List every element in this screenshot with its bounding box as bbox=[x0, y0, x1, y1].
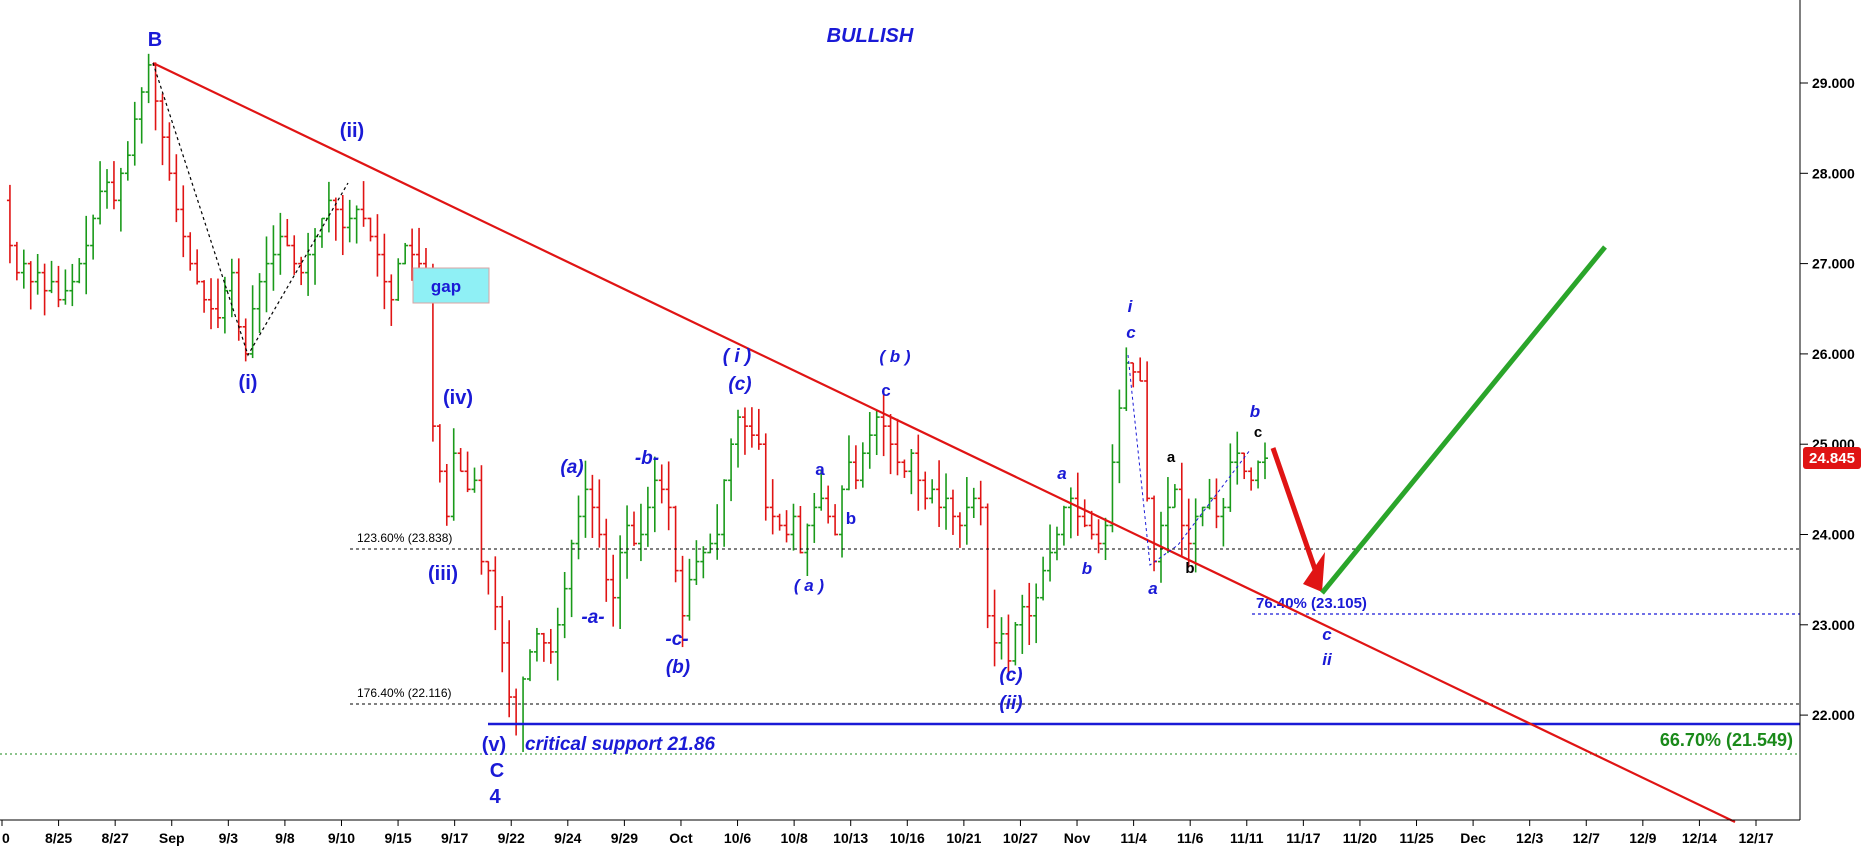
x-tick-label: 9/22 bbox=[498, 830, 525, 846]
wave-label-i-paren2: ( i ) bbox=[723, 346, 752, 367]
x-tick-label: 11/6 bbox=[1177, 830, 1204, 846]
wave-guide-blue-dotted bbox=[1127, 354, 1251, 566]
x-tick-label: 10/8 bbox=[781, 830, 808, 846]
wave-label-c-paren2: (c) bbox=[728, 374, 751, 395]
wave-label-B: B bbox=[148, 29, 162, 51]
wave-label-4: 4 bbox=[489, 786, 501, 808]
x-tick-label: 10/27 bbox=[1003, 830, 1038, 846]
wave-label-b-small: b bbox=[846, 509, 856, 528]
y-tick-label: 24.000 bbox=[1812, 527, 1855, 543]
x-tick-label: 12/7 bbox=[1573, 830, 1600, 846]
y-tick-label: 26.000 bbox=[1812, 346, 1855, 362]
y-tick-label: 29.000 bbox=[1812, 75, 1855, 91]
wave-label-ii: (ii) bbox=[340, 120, 364, 142]
wave-label-b-paren: (b) bbox=[666, 657, 690, 678]
wave-label-a-small: a bbox=[815, 460, 825, 479]
x-tick-label: Nov bbox=[1064, 830, 1091, 846]
wave-guide-dotted bbox=[152, 62, 349, 357]
wave-label-iv: (iv) bbox=[443, 387, 473, 409]
wave-label-b-small3: b bbox=[1250, 402, 1260, 421]
last-price-badge bbox=[1803, 447, 1861, 469]
wave-label-c-paren3: (c) bbox=[999, 665, 1022, 686]
wave-label-a-paren-spaced: ( a ) bbox=[794, 576, 825, 595]
wave-label-b-paren-spaced: ( b ) bbox=[879, 347, 910, 366]
x-tick-label: 11/4 bbox=[1120, 830, 1147, 846]
fib-123-label: 123.60% (23.838) bbox=[357, 531, 452, 545]
chart-title: BULLISH bbox=[827, 25, 914, 47]
wave-label-b-black: b bbox=[1185, 560, 1194, 577]
wave-label-a-small2: a bbox=[1057, 464, 1066, 483]
x-tick-label: 11/17 bbox=[1286, 830, 1320, 846]
y-tick-label: 27.000 bbox=[1812, 256, 1855, 272]
wave-label-a-dash: -a- bbox=[581, 607, 604, 628]
wave-label-v: (v) bbox=[482, 734, 506, 756]
wave-label-a-paren: (a) bbox=[560, 457, 583, 478]
green-projection-line bbox=[1320, 245, 1607, 595]
wave-label-c-dash: -c- bbox=[665, 629, 688, 650]
wave-label-c-small2: c bbox=[1126, 323, 1136, 342]
wave-label-b-small2: b bbox=[1082, 559, 1092, 578]
x-tick-label: Dec bbox=[1460, 830, 1486, 846]
red-projection-arrow bbox=[1270, 447, 1321, 579]
wave-label-b-dash: -b- bbox=[635, 448, 659, 469]
gap-label: gap bbox=[431, 277, 461, 296]
wave-label-iii: (iii) bbox=[428, 563, 458, 585]
wave-label-C: C bbox=[490, 760, 504, 782]
x-tick-label: 9/29 bbox=[611, 830, 638, 846]
fib-176-label: 176.40% (22.116) bbox=[357, 686, 452, 700]
wave-label-ii-small: ii bbox=[1322, 650, 1333, 669]
x-tick-label: Oct bbox=[669, 830, 693, 846]
x-tick-label: 11/25 bbox=[1399, 830, 1433, 846]
wave-label-c-black: c bbox=[1254, 424, 1262, 441]
x-tick-label: 9/17 bbox=[441, 830, 468, 846]
x-tick-label: 10/16 bbox=[890, 830, 925, 846]
wave-label-i: (i) bbox=[239, 372, 258, 394]
wave-label-ii-paren2: (ii) bbox=[999, 693, 1022, 714]
x-tick-label: 12/3 bbox=[1516, 830, 1543, 846]
x-tick-label: 11/20 bbox=[1343, 830, 1377, 846]
x-tick-label: 8/25 bbox=[45, 830, 72, 846]
x-tick-label: 9/15 bbox=[384, 830, 411, 846]
x-tick-label: 10/21 bbox=[946, 830, 981, 846]
gap-box bbox=[412, 267, 490, 304]
y-tick-label: 22.000 bbox=[1812, 707, 1855, 723]
x-tick-label: 12/9 bbox=[1629, 830, 1656, 846]
x-tick-label: 9/24 bbox=[554, 830, 581, 846]
wave-label-i-small: i bbox=[1128, 297, 1134, 316]
x-tick-label: Sep bbox=[159, 830, 185, 846]
x-tick-label: 0 bbox=[2, 830, 10, 846]
y-tick-label: 23.000 bbox=[1812, 617, 1855, 633]
x-tick-label: 11/11 bbox=[1230, 830, 1264, 846]
downtrend-line bbox=[152, 62, 1736, 823]
x-tick-label: 9/10 bbox=[328, 830, 355, 846]
x-tick-label: 10/13 bbox=[833, 830, 868, 846]
wave-label-c-small3: c bbox=[1322, 625, 1332, 644]
y-tick-label: 28.000 bbox=[1812, 165, 1855, 181]
x-tick-label: 10/6 bbox=[724, 830, 751, 846]
x-tick-label: 12/14 bbox=[1682, 830, 1717, 846]
x-tick-label: 12/17 bbox=[1738, 830, 1773, 846]
wave-label-a-black: a bbox=[1167, 449, 1176, 466]
x-tick-label: 9/8 bbox=[275, 830, 295, 846]
wave-label-a-small3: a bbox=[1148, 579, 1157, 598]
critical-support-label: critical support 21.86 bbox=[525, 734, 716, 755]
x-axis: 0 8/25 8/27 Sep 9/3 9/8 9/10 9/15 9/17 9/22 9/24 9/… bbox=[1, 820, 1774, 846]
last-price-text: 24.845 bbox=[1809, 450, 1855, 467]
fib-667-label: 66.70% (21.549) bbox=[1660, 730, 1793, 750]
fib-764-label: 76.40% (23.105) bbox=[1256, 595, 1367, 612]
red-arrowhead bbox=[1303, 552, 1325, 592]
wave-label-c-small: c bbox=[881, 381, 890, 400]
x-tick-label: 8/27 bbox=[102, 830, 129, 846]
y-axis: 29.00028.00027.00026.00025.00024.00023.0… bbox=[1800, 75, 1855, 723]
x-tick-label: 9/3 bbox=[219, 830, 239, 846]
